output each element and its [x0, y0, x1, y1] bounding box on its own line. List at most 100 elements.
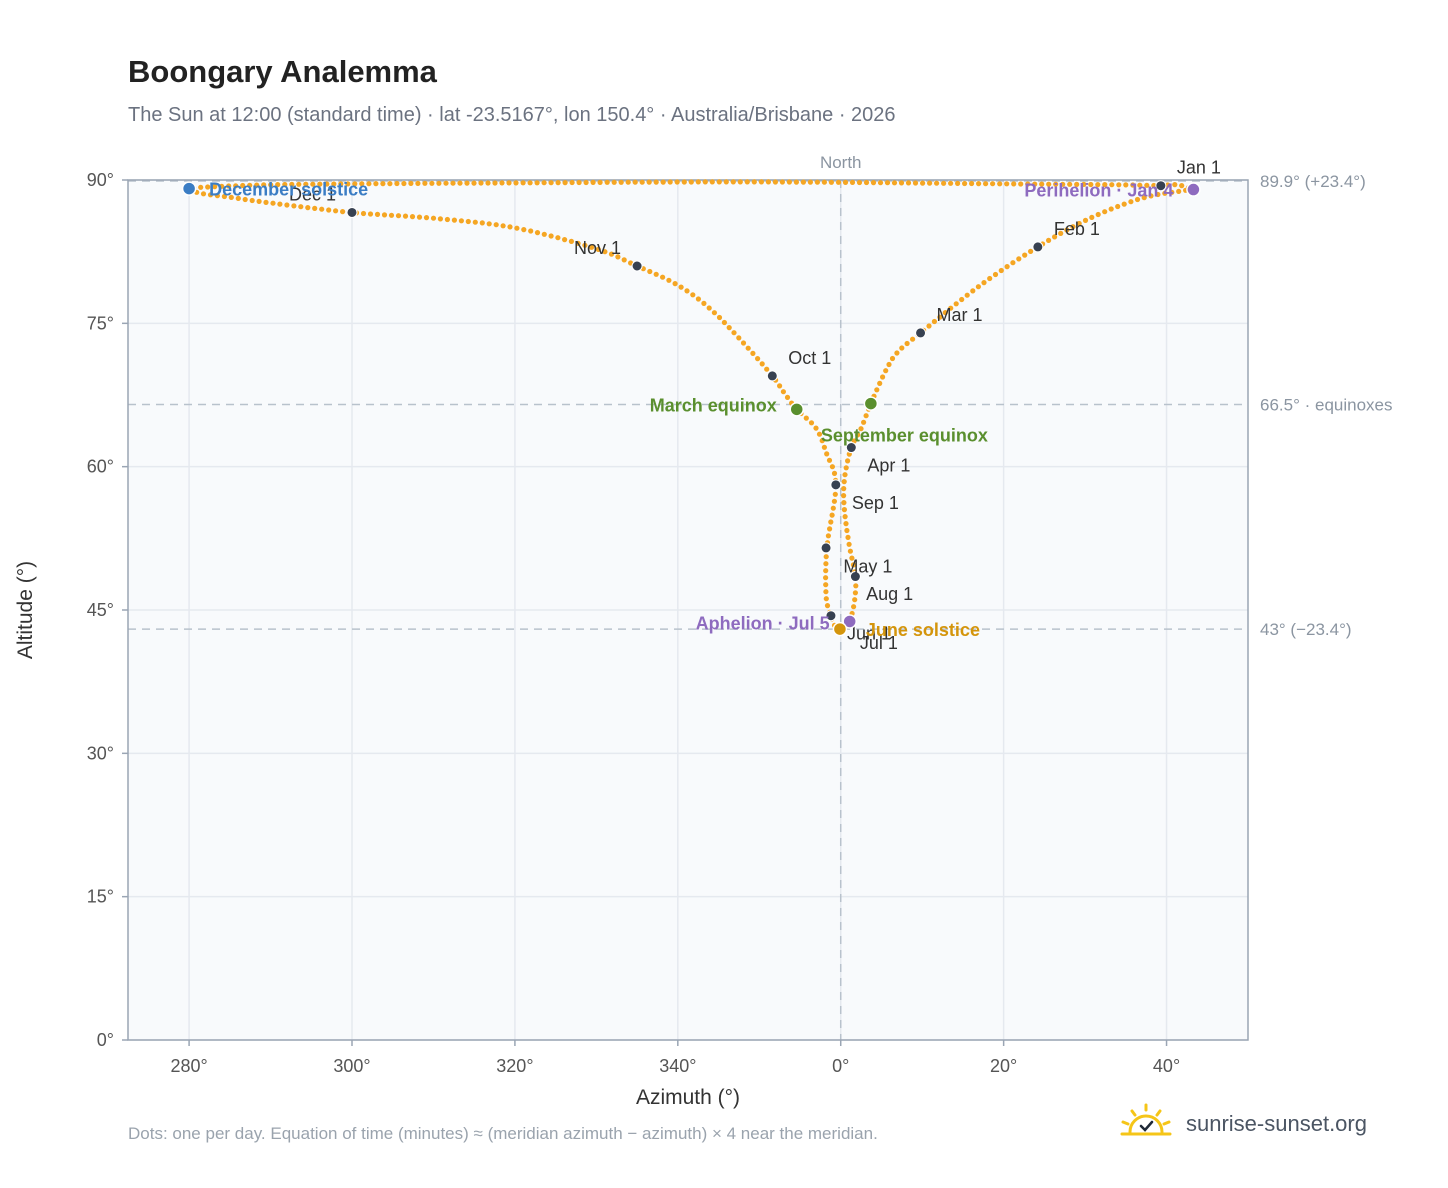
daily-sun-dot — [877, 180, 884, 186]
daily-sun-dot — [983, 181, 989, 187]
x-tick-label: 20° — [990, 1056, 1017, 1076]
daily-sun-dot — [381, 212, 388, 218]
daily-sun-dot — [690, 292, 696, 298]
daily-sun-dot — [198, 184, 204, 190]
daily-sun-dot — [849, 555, 855, 561]
daily-sun-dot — [850, 562, 857, 568]
daily-sun-dot — [853, 583, 859, 589]
daily-sun-dot — [521, 227, 527, 233]
daily-sun-dot — [409, 214, 416, 220]
daily-sun-dot — [899, 345, 905, 351]
daily-sun-dot — [575, 240, 581, 246]
daily-sun-dot — [786, 179, 793, 185]
daily-sun-dot — [443, 180, 449, 186]
daily-sun-dot — [275, 182, 281, 188]
daily-sun-dot — [305, 205, 311, 211]
daily-sun-dot — [430, 215, 437, 221]
daily-sun-dot — [863, 413, 869, 419]
daily-sun-dot — [823, 554, 829, 560]
daily-sun-dot — [953, 301, 959, 307]
daily-sun-dot — [702, 179, 708, 185]
daily-sun-dot — [602, 249, 608, 255]
daily-sun-dot — [990, 181, 996, 187]
daily-sun-dot — [590, 179, 596, 185]
daily-sun-dot — [486, 221, 492, 227]
daily-sun-dot — [359, 181, 365, 187]
daily-sun-dot — [920, 180, 926, 186]
daily-sun-dot — [647, 268, 653, 275]
x-tick-label: 340° — [659, 1056, 696, 1076]
event-label: September equinox — [821, 426, 988, 446]
daily-sun-dot — [317, 181, 323, 187]
daily-sun-dot — [221, 193, 227, 200]
daily-sun-dot — [883, 368, 889, 374]
daily-sun-dot — [674, 179, 680, 185]
y-tick-label: 0° — [97, 1030, 114, 1050]
daily-sun-dot — [997, 181, 1003, 187]
daily-sun-dot — [846, 541, 852, 547]
daily-sun-dot — [723, 179, 729, 185]
daily-sun-dot — [816, 431, 823, 437]
daily-sun-dot — [684, 288, 690, 294]
daily-sun-dot — [891, 180, 898, 186]
daily-sun-dot — [360, 210, 367, 217]
daily-sun-dot — [451, 217, 457, 223]
daily-sun-dot — [1074, 181, 1080, 187]
daily-sun-dot — [548, 233, 554, 239]
daily-sun-dot — [422, 180, 428, 186]
month-marker — [346, 206, 358, 218]
daily-sun-dot — [416, 214, 423, 220]
event-markers: December solstice Perihelion · Jan 4 March… — [181, 180, 1201, 640]
daily-sun-dot — [808, 420, 815, 426]
daily-sun-dot — [464, 180, 470, 186]
daily-sun-dot — [751, 179, 757, 185]
daily-sun-dot — [987, 275, 993, 282]
daily-sun-dot — [1025, 181, 1031, 187]
daily-sun-dot — [1082, 217, 1089, 223]
chart-subtitle: The Sun at 12:00 (standard time) · lat -… — [128, 104, 896, 126]
brand[interactable]: sunrise-sunset.org — [1118, 1100, 1367, 1148]
daily-sun-dot — [874, 387, 880, 393]
daily-sun-dot — [843, 465, 849, 471]
daily-sun-dot — [1010, 260, 1016, 266]
daily-sun-dot — [618, 179, 624, 185]
daily-sun-dot — [726, 325, 732, 331]
daily-sun-dot — [969, 180, 975, 187]
daily-sun-dot — [832, 491, 838, 497]
daily-sun-dot — [1089, 214, 1095, 220]
daily-sun-dot — [352, 181, 358, 187]
daily-sun-dot — [621, 257, 627, 263]
daily-sun-dot — [436, 180, 442, 186]
daily-sun-dot — [1102, 182, 1108, 188]
daily-sun-dot — [858, 426, 864, 432]
y-axis-ticks: 0° 15° 30° 45° 60° 75° 90° — [87, 170, 128, 1050]
daily-sun-dot — [852, 590, 859, 596]
daily-sun-dot — [506, 180, 512, 186]
event-label: June solstice — [866, 620, 980, 640]
daily-sun-dot — [721, 319, 728, 326]
daily-sun-dot — [615, 254, 621, 260]
daily-sun-dot — [1022, 252, 1028, 258]
daily-sun-dot — [268, 182, 274, 188]
daily-sun-dot — [1070, 224, 1076, 230]
daily-sun-dot — [394, 180, 400, 187]
event-label: Perihelion · Jan 4 — [1024, 181, 1173, 201]
daily-sun-dot — [604, 179, 610, 185]
daily-sun-dot — [955, 180, 961, 186]
daily-sun-dot — [934, 180, 940, 186]
daily-sun-dot — [706, 305, 712, 311]
sun-logo-icon — [1118, 1102, 1174, 1147]
daily-sun-dot — [457, 180, 463, 186]
daily-sun-dot — [583, 179, 589, 186]
daily-sun-dot — [226, 183, 232, 189]
daily-sun-dot — [904, 340, 910, 347]
daily-sun-dot — [1134, 196, 1141, 203]
event-marker — [842, 614, 857, 629]
daily-sun-dot — [380, 181, 386, 187]
daily-sun-dot — [841, 507, 848, 513]
daily-sun-dot — [608, 251, 615, 257]
daily-sun-dot — [784, 394, 791, 400]
daily-sun-dot — [828, 179, 835, 185]
daily-sun-dot — [855, 432, 861, 438]
daily-sun-dot — [1141, 195, 1147, 201]
